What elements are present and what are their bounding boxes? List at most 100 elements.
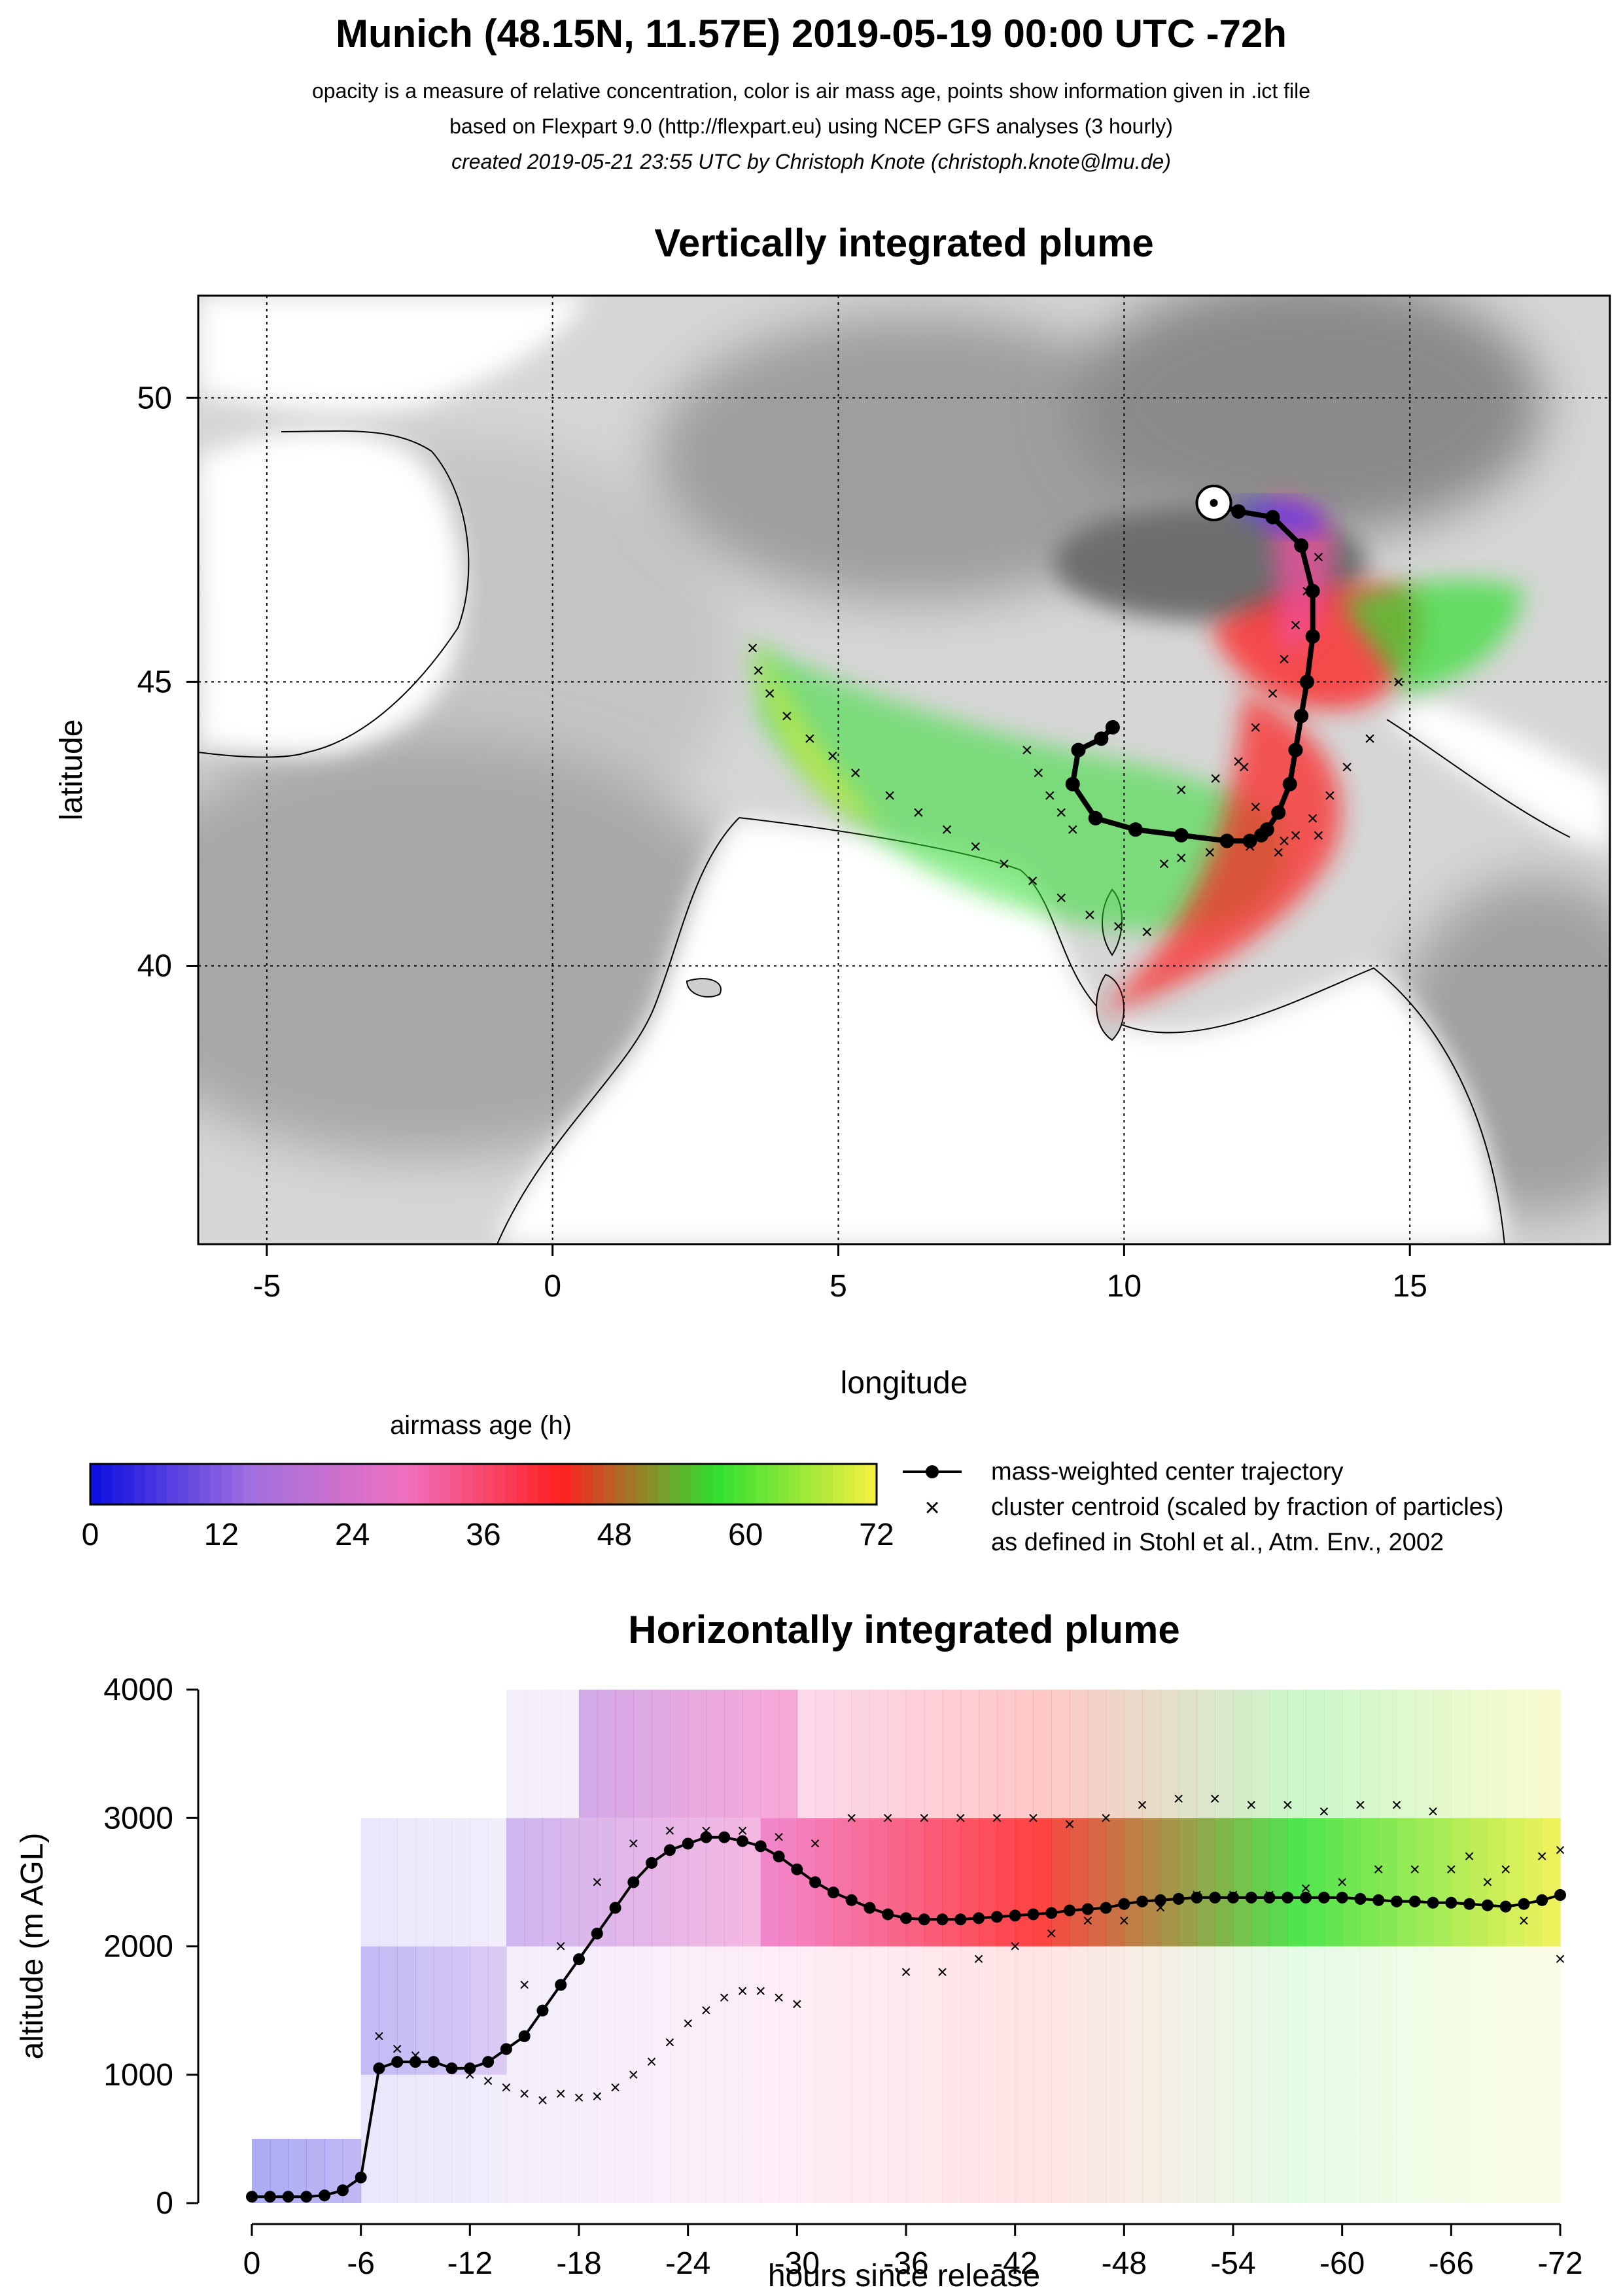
altitude-plume-cell	[652, 2074, 671, 2139]
altitude-plume-cell	[1469, 1690, 1488, 1818]
colorbar-cell	[298, 1464, 309, 1505]
altitude-trajectory-point	[737, 1835, 748, 1847]
altitude-plume-cell	[888, 1818, 907, 1947]
altitude-plume-cell	[742, 2138, 761, 2203]
colorbar-cell	[101, 1464, 113, 1505]
altitude-plume-cell	[506, 1690, 525, 1818]
altitude-plume-cell	[706, 1946, 725, 2075]
altitude-cluster-point: ×	[773, 1827, 784, 1847]
altitude-cluster-point: ×	[1336, 1871, 1347, 1892]
altitude-plume-cell	[1087, 2138, 1107, 2203]
altitude-xtick-label: -42	[992, 2246, 1038, 2281]
altitude-trajectory-point	[591, 1927, 603, 1939]
colorbar-cell	[680, 1464, 691, 1505]
altitude-plume-cell	[1414, 2074, 1434, 2139]
altitude-plume-cell	[888, 2138, 907, 2203]
altitude-plume-cell	[488, 2074, 507, 2139]
map-cluster-point: ×	[1313, 825, 1325, 846]
altitude-plume-cell	[1087, 1818, 1107, 1947]
altitude-plume-cell	[524, 1818, 544, 1947]
altitude-plume-cell	[979, 1690, 998, 1818]
map-trajectory-point	[1282, 776, 1297, 791]
altitude-plume-cell	[433, 1818, 453, 1947]
altitude-cluster-point: ×	[846, 1807, 856, 1828]
colorbar-cell	[603, 1464, 616, 1505]
map-trajectory-point	[1065, 776, 1080, 791]
altitude-plume-cell	[869, 1818, 888, 1947]
legend-dot-swatch	[926, 1465, 939, 1478]
altitude-plume-cell	[470, 1818, 489, 1947]
altitude-trajectory-point	[336, 2184, 349, 2197]
altitude-cluster-point: ×	[701, 2000, 711, 2021]
map-cluster-point: ×	[1290, 825, 1302, 846]
colorbar-cell	[232, 1464, 244, 1505]
altitude-plume-cell	[1142, 1818, 1161, 1947]
altitude-plume-cell	[724, 2138, 743, 2203]
colorbar-tick-label: 48	[597, 1518, 632, 1552]
altitude-plume-cell	[924, 2074, 943, 2139]
altitude-xlabel: hours since release	[768, 2259, 1040, 2293]
altitude-cluster-point: ×	[592, 2086, 602, 2106]
altitude-plume-cell	[1306, 1690, 1325, 1818]
colorbar-cell	[199, 1464, 211, 1505]
colorbar-cell	[691, 1464, 703, 1505]
altitude-trajectory-point	[1136, 1895, 1149, 1907]
altitude-plume-cell	[724, 1690, 743, 1818]
altitude-plume-cell	[1251, 1818, 1270, 1947]
altitude-plume-cell	[470, 2074, 489, 2139]
altitude-cluster-point: ×	[410, 2045, 421, 2065]
release-point-center	[1210, 498, 1218, 507]
colorbar-cell	[636, 1464, 648, 1505]
altitude-trajectory-point	[246, 2191, 258, 2203]
altitude-trajectory-point	[1009, 1909, 1021, 1922]
altitude-cluster-point: ×	[1500, 1859, 1510, 1879]
altitude-trajectory-point	[373, 2062, 385, 2074]
altitude-trajectory-point	[990, 1911, 1003, 1923]
altitude-plume-cell	[1178, 2074, 1198, 2139]
altitude-plume-cell	[815, 1690, 834, 1818]
altitude-plume-cell	[1233, 1690, 1252, 1818]
map-trajectory-point	[1271, 805, 1286, 820]
altitude-plume-cell	[1233, 2138, 1252, 2203]
altitude-plume-cell	[1051, 1946, 1070, 2075]
altitude-plume-cell	[669, 2138, 689, 2203]
colorbar-cell	[112, 1464, 124, 1505]
altitude-plume-cell	[888, 1690, 907, 1818]
altitude-plume-cell	[615, 2074, 634, 2139]
altitude-plume-cell	[1070, 1690, 1089, 1818]
map-cluster-point: ×	[1313, 546, 1325, 568]
map-trajectory-point	[1071, 742, 1086, 757]
altitude-plume-cell	[1070, 1818, 1089, 1947]
altitude-plume-cell	[1215, 2138, 1234, 2203]
colorbar-cell	[789, 1464, 801, 1505]
altitude-cluster-point: ×	[1083, 1910, 1093, 1930]
altitude-plume-cell	[888, 1946, 907, 2075]
altitude-plume-cell	[1178, 1690, 1198, 1818]
altitude-plume-cell	[1505, 1818, 1525, 1947]
altitude-plume-cell	[1287, 2074, 1306, 2139]
altitude-plume-cell	[1542, 2138, 1561, 2203]
altitude-trajectory-point	[1427, 1896, 1439, 1909]
altitude-plume-cell	[1360, 1946, 1379, 2075]
map-cluster-point: ×	[969, 836, 981, 858]
colorbar-cell	[701, 1464, 714, 1505]
altitude-plume-cell	[1215, 2074, 1234, 2139]
legend-cross-swatch: ×	[924, 1493, 939, 1522]
altitude-cluster-point: ×	[610, 2077, 620, 2097]
altitude-plume-cell	[451, 1818, 470, 1947]
altitude-plume-cell	[524, 1690, 544, 1818]
altitude-trajectory-point	[773, 1851, 785, 1863]
altitude-ytick-label: 4000	[103, 1673, 173, 1707]
altitude-trajectory-point	[1282, 1891, 1294, 1904]
altitude-plume-cell	[506, 2074, 525, 2139]
altitude-plume-cell	[652, 2138, 671, 2203]
altitude-plume-cell	[724, 1946, 743, 2075]
altitude-cluster-point: ×	[973, 1949, 984, 1969]
altitude-plume-cell	[1015, 1946, 1034, 2075]
altitude-plume-cell	[1251, 1690, 1270, 1818]
altitude-plume-cell	[833, 2138, 852, 2203]
altitude-trajectory-point	[1154, 1894, 1166, 1906]
colorbar-tick-label: 36	[466, 1518, 500, 1552]
map-cluster-point: ×	[913, 802, 924, 824]
altitude-plume-cell	[1487, 1946, 1507, 2075]
